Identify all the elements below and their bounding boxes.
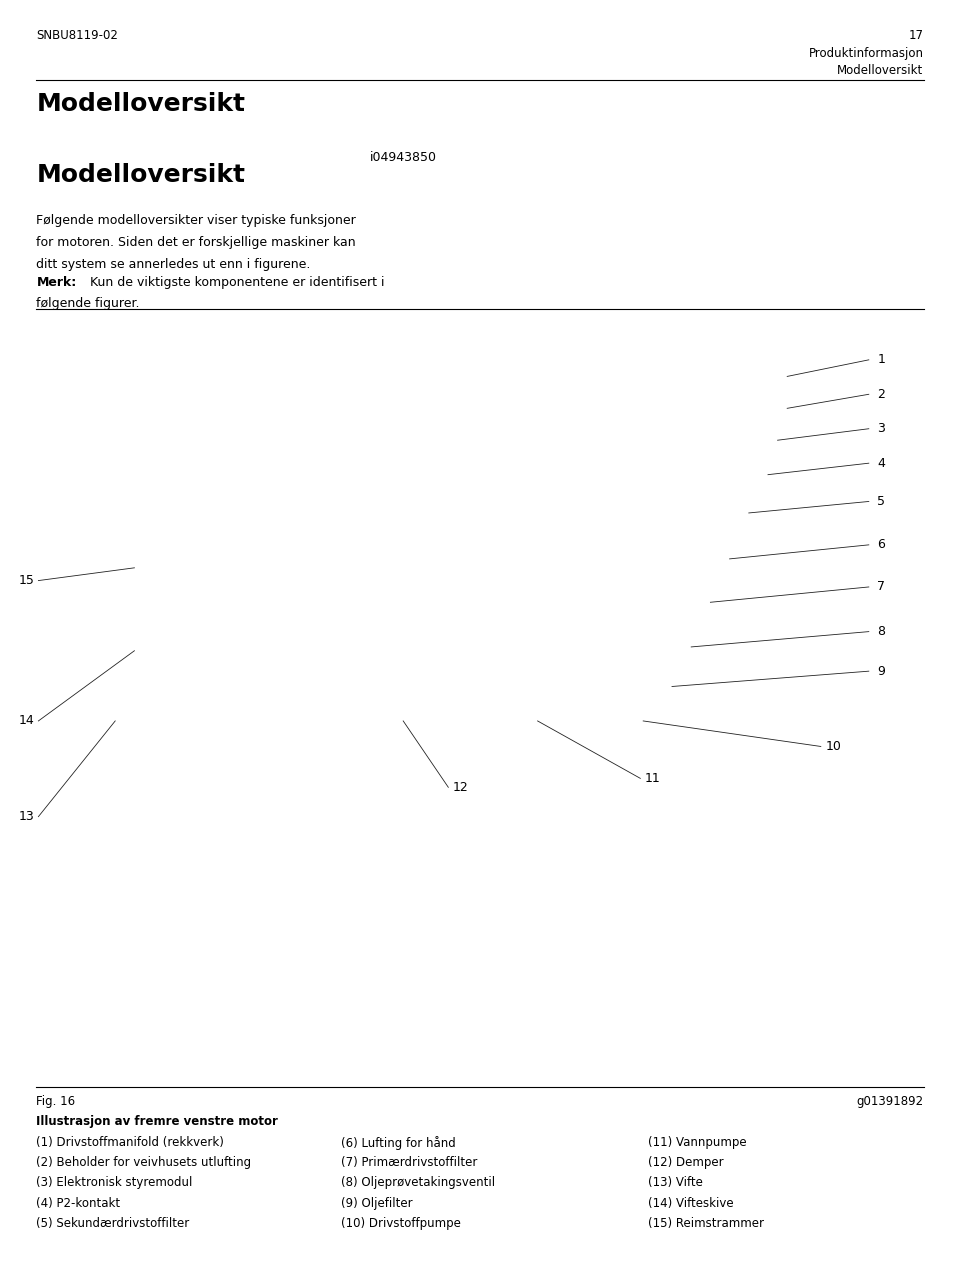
Text: (15) Reimstrammer: (15) Reimstrammer [648, 1217, 764, 1230]
Text: Modelloversikt: Modelloversikt [36, 163, 246, 188]
Text: (5) Sekundærdrivstoffilter: (5) Sekundærdrivstoffilter [36, 1217, 190, 1230]
Text: 15: 15 [19, 574, 35, 587]
Text: 8: 8 [877, 625, 885, 638]
Text: 14: 14 [19, 715, 35, 727]
Text: (10) Drivstoffpumpe: (10) Drivstoffpumpe [341, 1217, 461, 1230]
Text: ditt system se annerledes ut enn i figurene.: ditt system se annerledes ut enn i figur… [36, 258, 311, 271]
Text: 4: 4 [877, 457, 885, 470]
Text: (6) Lufting for hånd: (6) Lufting for hånd [341, 1136, 456, 1150]
Text: (14) Vifteskive: (14) Vifteskive [648, 1197, 733, 1210]
Text: 3: 3 [877, 422, 885, 435]
Text: (4) P2-kontakt: (4) P2-kontakt [36, 1197, 121, 1210]
Text: 12: 12 [453, 781, 468, 794]
Text: Modelloversikt: Modelloversikt [36, 92, 246, 116]
Text: (7) Primærdrivstoffilter: (7) Primærdrivstoffilter [341, 1156, 477, 1169]
Text: g01391892: g01391892 [856, 1095, 924, 1108]
Text: (2) Beholder for veivhusets utlufting: (2) Beholder for veivhusets utlufting [36, 1156, 252, 1169]
Text: 13: 13 [19, 810, 35, 823]
Text: Følgende modelloversikter viser typiske funksjoner: Følgende modelloversikter viser typiske … [36, 214, 356, 227]
Text: Fig. 16: Fig. 16 [36, 1095, 76, 1108]
Text: 1: 1 [877, 353, 885, 366]
Text: Modelloversikt: Modelloversikt [837, 64, 924, 77]
Text: for motoren. Siden det er forskjellige maskiner kan: for motoren. Siden det er forskjellige m… [36, 236, 356, 249]
Text: 11: 11 [645, 772, 660, 785]
Text: følgende figurer.: følgende figurer. [36, 297, 140, 310]
Text: Kun de viktigste komponentene er identifisert i: Kun de viktigste komponentene er identif… [86, 276, 385, 288]
Text: 10: 10 [826, 740, 841, 753]
Text: (8) Oljeprøvetakingsventil: (8) Oljeprøvetakingsventil [341, 1176, 495, 1189]
Text: (1) Drivstoffmanifold (rekkverk): (1) Drivstoffmanifold (rekkverk) [36, 1136, 225, 1148]
Text: (9) Oljefilter: (9) Oljefilter [341, 1197, 413, 1210]
Text: Illustrasjon av fremre venstre motor: Illustrasjon av fremre venstre motor [36, 1115, 278, 1128]
Text: 5: 5 [877, 495, 885, 508]
Text: 7: 7 [877, 581, 885, 593]
Text: (11) Vannpumpe: (11) Vannpumpe [648, 1136, 747, 1148]
Text: Merk:: Merk: [36, 276, 77, 288]
Text: i04943850: i04943850 [370, 151, 437, 163]
Text: Produktinformasjon: Produktinformasjon [808, 47, 924, 60]
Text: (3) Elektronisk styremodul: (3) Elektronisk styremodul [36, 1176, 193, 1189]
Text: (12) Demper: (12) Demper [648, 1156, 724, 1169]
Text: 9: 9 [877, 665, 885, 678]
Text: 2: 2 [877, 388, 885, 401]
Text: 17: 17 [908, 29, 924, 42]
Text: SNBU8119-02: SNBU8119-02 [36, 29, 118, 42]
Text: 6: 6 [877, 538, 885, 551]
Text: (13) Vifte: (13) Vifte [648, 1176, 703, 1189]
